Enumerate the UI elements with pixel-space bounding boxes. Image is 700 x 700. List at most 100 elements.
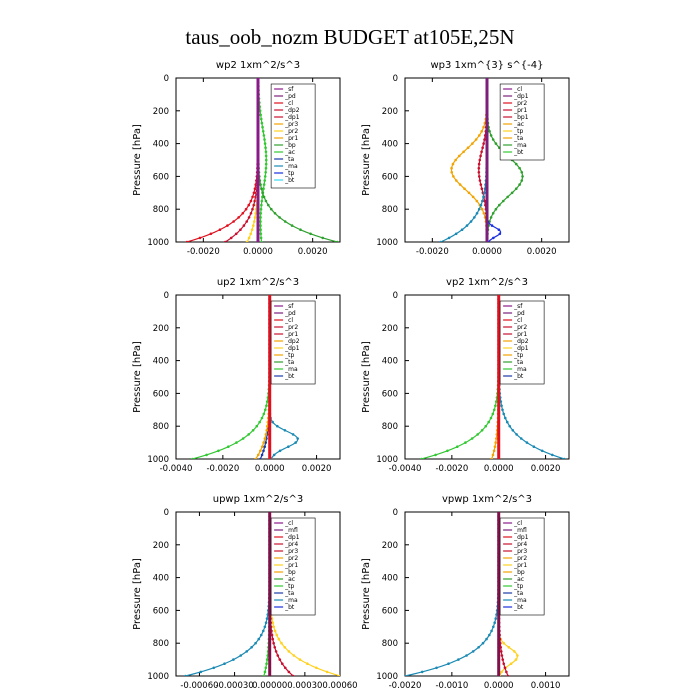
series-point_ma [494, 617, 498, 620]
series-point_cl [226, 224, 229, 227]
series-point_mfl [268, 539, 272, 542]
series-point_cl [485, 228, 489, 231]
series-point_mfl [497, 641, 501, 645]
series-point_mfl [268, 600, 272, 604]
series-point_cl [485, 138, 489, 141]
series-point_mfl [497, 658, 501, 661]
series-point_pr2 [494, 437, 498, 440]
series-point_cl [268, 433, 272, 436]
legend-label: _bt [513, 373, 524, 380]
series-point_bp [273, 212, 277, 215]
series-point_sf [256, 138, 260, 141]
panel-title: up2 1xm^2/s^3 [217, 277, 299, 288]
panel-3: up2 1xm^2/s^3 Pressure [hPa] 0 200 400 600 800… [132, 277, 341, 474]
series-point_ac [491, 212, 495, 215]
y-tick-label: 400 [382, 140, 398, 150]
series-point_pr2 [277, 637, 281, 641]
series-point_cl [485, 109, 489, 113]
y-tick-label: 0 [164, 508, 169, 518]
legend-label: _ta [284, 359, 294, 366]
series-point_mfl [497, 576, 501, 579]
series-point_pr2 [480, 207, 484, 211]
series-point_cl [497, 371, 501, 375]
series-point_cl [268, 420, 272, 424]
series-group [185, 78, 339, 242]
series-point_mfl [268, 523, 272, 526]
series-point_ma [495, 613, 498, 616]
series-point_cl [485, 80, 489, 84]
x-tick-label: 0.0020 [302, 464, 332, 474]
series-point_cl [268, 392, 272, 395]
series-point_cl [485, 240, 489, 242]
series-point_ac [263, 175, 267, 178]
series-point_ac [261, 125, 264, 129]
series-point_cl [497, 404, 501, 408]
series-point_ma [501, 408, 504, 412]
series-point_cl [485, 121, 489, 125]
series-point_ma [287, 445, 290, 449]
series-point_cl [485, 179, 489, 182]
series-point_dp2 [470, 437, 474, 440]
x-tick-label: 0.0000 [243, 247, 273, 257]
series-point_cl [485, 199, 489, 203]
series-point_ma [505, 420, 509, 424]
series-point_sf [256, 232, 260, 236]
legend-label: _cl [513, 520, 522, 527]
series-point_ma [212, 666, 216, 670]
series-point_cl [485, 97, 489, 100]
series-point_dp1 [482, 142, 485, 145]
series-point_cl [497, 330, 501, 334]
series-point_pr2 [271, 621, 275, 624]
series-point_ma [257, 637, 261, 641]
panel-title: upwp 1xm^2/s^3 [213, 494, 303, 505]
legend-label: _dp2 [513, 338, 529, 345]
series-point_mfl [268, 666, 272, 670]
series-point_dp2 [487, 420, 490, 424]
series-point_cl [497, 351, 501, 354]
series-point_ma [471, 650, 475, 653]
series-point_mfl [268, 564, 272, 567]
series-point_pr2 [477, 134, 481, 137]
series-point_sf [256, 179, 260, 182]
series-point_ma [473, 216, 476, 219]
series-point_ac [262, 187, 265, 190]
series-point_pr2 [247, 236, 251, 240]
series-point_cl [485, 203, 489, 207]
series-point_ac [514, 162, 518, 166]
series-point_pr2 [338, 674, 340, 676]
series-point_dp2 [258, 420, 261, 424]
y-tick-label: 1000 [376, 455, 398, 465]
series-point_dp2 [494, 404, 497, 408]
legend-label: _mfl [284, 527, 298, 534]
series-point_sf [256, 240, 260, 242]
series-point_cl [497, 379, 501, 383]
y-tick-label: 600 [153, 172, 169, 182]
series-point_mfl [268, 625, 272, 629]
series-point_cl [268, 334, 272, 338]
series-point_mfl [268, 514, 272, 518]
series-point_cl [497, 433, 501, 436]
panel-2: wp3 1xm^{3} s^{-4} Pressure [hPa] 0 200 400 6… [361, 60, 570, 257]
series-point_pr2 [450, 171, 454, 174]
series-point_pr2 [264, 433, 268, 436]
series-point_cl [268, 437, 272, 440]
series-point_sf [256, 97, 260, 100]
series-point_dp2 [241, 437, 245, 440]
series-point_ac [263, 138, 266, 141]
series-point_ma [515, 433, 518, 436]
y-tick-label: 400 [153, 357, 169, 367]
series-point_mfl [497, 584, 501, 588]
series-point_ac [264, 158, 268, 162]
series-point_dp2 [234, 232, 238, 236]
series-point_cl [268, 367, 272, 371]
series-point_cl [218, 228, 222, 231]
series-group [184, 512, 340, 676]
panel-title: wp3 1xm^{3} s^{-4} [430, 60, 543, 71]
series-point_bp [262, 195, 266, 199]
legend-label: _pr3 [284, 548, 298, 555]
series-point_dp1 [280, 662, 284, 665]
series-point_ac [259, 113, 262, 117]
series-point_dp2 [245, 220, 249, 223]
series-point_mfl [268, 588, 272, 592]
series-point_cl [268, 441, 272, 444]
